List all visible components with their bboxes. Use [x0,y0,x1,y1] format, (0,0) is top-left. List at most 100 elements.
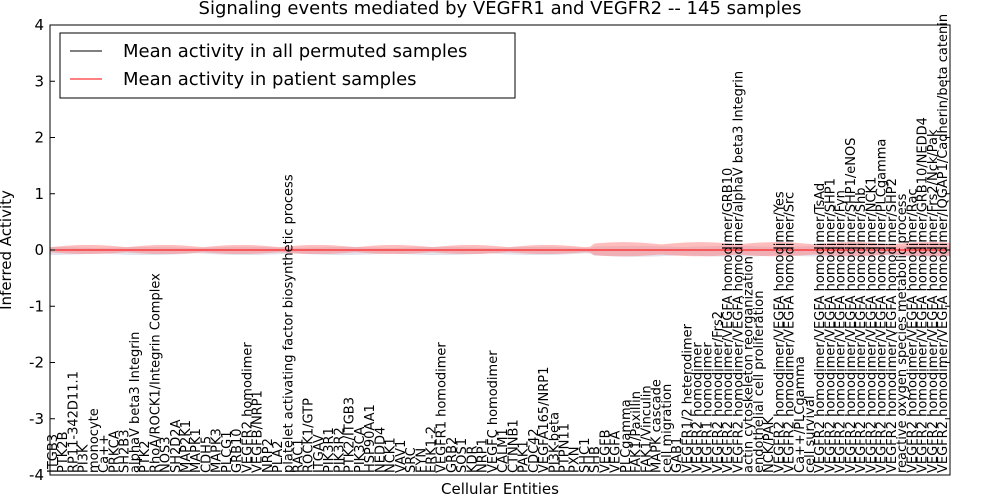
legend-label-patient: Mean activity in patient samples [123,69,417,90]
x-tick-label: VEGFR2 homodimer/VEGFA homodimer/Src [783,192,798,473]
y-axis-ticks: -4 -3 -2 -1 0 1 2 3 4 [29,16,950,484]
x-tick-label: VEGFR2 homodimer/VEGFA homodimer/IQGAP1/… [936,14,951,473]
y-tick-label: 1 [34,185,44,203]
x-tick-label: FYN [414,448,429,473]
y-tick-label: 3 [34,72,44,90]
x-tick-label: NCK/PAK [762,416,777,473]
x-tick-label: MAPK3 [210,428,225,473]
x-tick-label: PLA2 [271,440,286,473]
x-tick-label: Ca++/PLCgamma [793,356,808,473]
x-tick-label: SHC1 [578,438,593,473]
x-tick-label: HSP90AA1 [363,404,378,473]
x-tick-labels: ITGB3PTK2BRP11-342D11.1PI3KmonocyteCa++P… [46,14,951,473]
x-tick-label: VEGFR2 homodimer/VEGFA homodimer/GRB10 [721,168,736,473]
x-tick-label: RP11-342D11.1 [66,371,81,473]
x-tick-label: cell migration [660,384,675,473]
x-tick-label: VEGFR2 homodimer [690,342,705,473]
x-tick-label: FAK1/Vinculin [639,385,654,473]
x-tick-label: CTNNB1 [506,419,521,473]
x-tick-label: PRKCA [107,430,122,473]
x-tick-label: VEGFA [609,431,624,473]
y-tick-label: -1 [29,297,44,315]
x-tick-label: NOS3 [159,437,174,473]
x-tick-label: PIK3CA [353,426,368,473]
x-tick-label: SRC [404,447,419,473]
x-tick-label: PLCgamma [619,399,634,473]
x-tick-label: reactive oxygen species metabolic proces… [895,193,910,473]
x-tick-label: NCK1 [384,437,399,473]
permuted-band [50,245,950,257]
plot-frame [49,24,951,476]
x-tick-label: PTK2B [56,432,71,474]
activity-bands [50,242,950,257]
x-tick-label: RhoA/ROCK1/Integrin Complex [148,273,163,473]
x-tick-label: KDR [465,445,480,473]
x-tick-label: VEGFR2 homodimer/VEGFA homodimer/Yes [772,191,787,473]
x-tick-label: CALM1 [496,428,511,473]
x-tick-label: GRB2 [445,437,460,473]
x-tick-label: PAK1 [517,440,532,473]
x-tick-label: VEGFR2 homodimer/VEGFA homodimer/PLCgamm… [875,139,890,473]
y-tick-label: 2 [34,129,44,147]
x-tick-label: PLCG1 [220,430,235,473]
x-tick-label: VEGFR1 homodimer [701,342,716,473]
x-tick-label: Ca++ [97,434,112,473]
x-tick-label: ERK1-2 [425,426,440,473]
x-tick-label: VEGFR2 homodimer/VEGFA homodimer/SHP1/eN… [844,138,859,473]
x-tick-label: PTK2 [138,440,153,473]
legend-label-permuted: Mean activity in all permuted samples [123,41,467,62]
y-tick-label: -2 [29,354,44,372]
x-tick-label: MAPK1 [189,428,204,473]
x-tick-label: NRP2 [261,438,276,473]
x-tick-label: SH2B3 [118,430,133,474]
x-tick-label: PXN [568,447,583,473]
y-tick-label: -4 [29,466,44,484]
x-tick-label: alphaV beta3 Integrin [128,332,143,473]
x-tick-label: FAK1/Paxillin [629,391,644,473]
x-tick-label: PIK3R2 [332,427,347,473]
x-tick-label: VEGFR2 homodimer/VEGFA homodimer/Shb [854,188,869,473]
chart-title: Signaling events mediated by VEGFR1 and … [199,0,802,19]
x-tick-label: VEGFR2 homodimer/VEGFA homodimer/SHP1 [823,178,838,473]
x-tick-label: VEGFR2 homodimer/Frs2 [711,311,726,473]
x-tick-label: SOS1 [455,438,470,473]
x-tick-label: VEGFR2 homodimer/VEGFA homodimer/SHP2 [885,178,900,473]
x-tick-label: PTPN11 [557,423,572,473]
x-tick-label: ROCK1/GTP [302,398,317,473]
x-tick-label: VEGFR1/2 heterodimer [680,323,695,473]
x-tick-label: VEGFR2 homodimer/VEGFA homodimer/TsAd [813,183,828,473]
x-tick-label: RAC1 [292,438,307,473]
x-tick-label: VEGFR2 homodimer/VEGFA homodimer/alphaV … [731,71,746,473]
x-tick-label: SHB [588,446,603,473]
legend: Mean activity in all permuted samples Me… [59,32,516,99]
x-tick-label: SH2D2A [169,419,184,473]
x-tick-label: VEGFR2 homodimer/VEGFA homodimer/Frs2/Nc… [926,129,941,473]
y-tick-label: 4 [34,16,44,34]
y-tick-label: 0 [34,241,44,259]
x-tick-label: VEGFC homodimer [486,350,501,473]
x-tick-label: VEGFR1 homodimer [435,342,450,473]
x-tick-label: VEGFR2 homodimer/VEGFA homodimer/GRB10/N… [916,117,931,473]
x-tick-label: CDH5 [199,436,214,473]
x-tick-label: PI3K-beta [547,412,562,473]
x-tick-label: platelet activating factor biosynthetic … [281,174,296,473]
x-tick-label: VEGFA165/NRP1 [537,367,552,473]
x-tick-label: CDC42 [527,428,542,473]
x-tick-label: MAP2K1 [179,420,194,473]
x-tick-label: VEGFR2 homodimer/VEGFA homodimer/Fyn [834,190,849,473]
x-tick-label: PIK3R1 [322,427,337,473]
x-tick-label: NEDD4 [373,427,388,473]
x-tick-label: PTK2/ITGB3 [343,397,358,473]
y-tick-label: -3 [29,410,44,428]
x-tick-label: actin cytoskeleton reorganization [742,256,757,473]
x-tick-label: VAV1 [394,440,409,473]
x-tick-label: MAPK cascade [650,379,665,473]
y-axis-label: Inferred Activity [0,190,15,310]
x-tick-label: GAB1 [670,437,685,473]
x-tick-label: VEGFB [598,429,613,473]
x-axis-label: Cellular Entities [441,480,559,498]
x-tick-label: endothelial cell proliferation [752,291,767,474]
x-tick-label: VEGFB/NRP1 [251,390,266,473]
x-tick-label: NRP1 [476,438,491,473]
